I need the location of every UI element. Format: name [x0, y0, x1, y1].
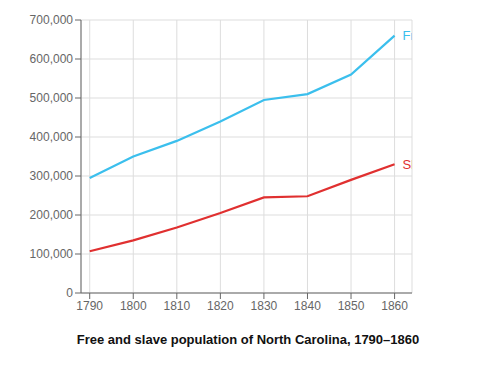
svg-text:500,000: 500,000 [30, 91, 74, 105]
html-text:Free and slave population of N: Free and slave population of North Carol… [76, 332, 420, 347]
svg-text:100,000: 100,000 [30, 247, 74, 261]
svg-text:1840: 1840 [294, 299, 321, 313]
svg-text:1860: 1860 [381, 299, 408, 313]
svg-text:1830: 1830 [251, 299, 278, 313]
svg-text:600,000: 600,000 [30, 52, 74, 66]
svg-text:1820: 1820 [207, 299, 234, 313]
svg-text:200,000: 200,000 [30, 208, 74, 222]
svg-text:Free: Free [403, 28, 412, 43]
svg-text:1790: 1790 [76, 299, 103, 313]
svg-text:700,000: 700,000 [30, 13, 74, 27]
svg-text:1810: 1810 [163, 299, 190, 313]
svg-text:400,000: 400,000 [30, 130, 74, 144]
svg-text:1800: 1800 [120, 299, 147, 313]
svg-text:300,000: 300,000 [30, 169, 74, 183]
svg-text:0: 0 [66, 286, 73, 300]
svg-text:Slave: Slave [403, 157, 412, 172]
svg-text:1850: 1850 [338, 299, 365, 313]
